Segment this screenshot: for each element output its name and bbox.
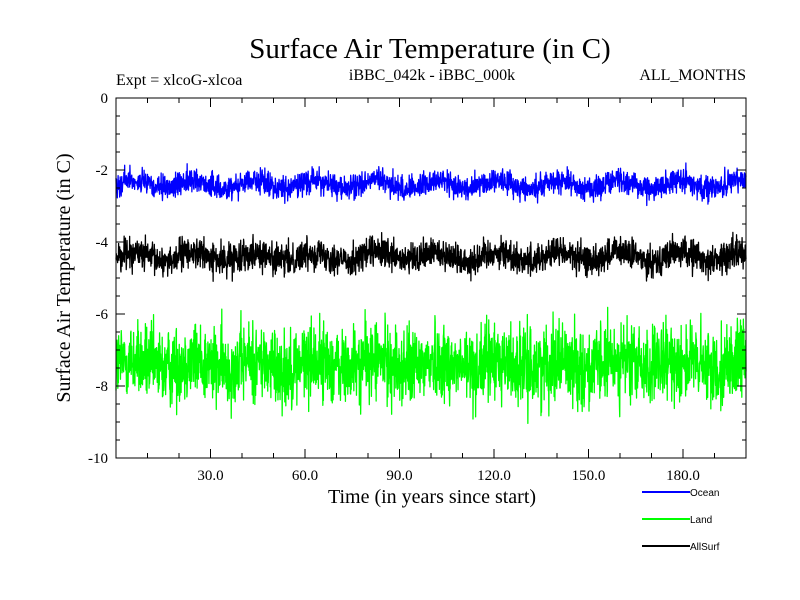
- y-axis-label: Surface Air Temperature (in C): [53, 153, 75, 402]
- axis-layer: 30.0 60.0 90.0 120.0 150.0 180.0 0 -2 -4 -6 -8 -10: [88, 91, 746, 484]
- series-line-land: [115, 306, 747, 425]
- legend-label-land: Land: [690, 515, 712, 526]
- legend-label-ocean: Ocean: [690, 488, 719, 499]
- y-tick-label: -2: [96, 163, 109, 179]
- comparison-label: iBBC_042k - iBBC_000k: [349, 67, 515, 84]
- x-tick-label: 60.0: [292, 468, 318, 484]
- y-tick-label: 0: [101, 91, 109, 107]
- y-tick-label: -6: [96, 307, 109, 323]
- legend: Ocean Land AllSurf: [642, 488, 720, 553]
- legend-label-allsurf: AllSurf: [690, 542, 720, 553]
- series-line-ocean: [115, 162, 747, 207]
- experiment-label: Expt = xlcoG-xlcoa: [116, 72, 242, 89]
- y-tick-label: -4: [96, 235, 109, 251]
- months-label: ALL_MONTHS: [639, 67, 746, 84]
- x-tick-label: 120.0: [477, 468, 511, 484]
- x-tick-label: 180.0: [666, 468, 700, 484]
- y-tick-label: -8: [96, 379, 109, 395]
- series-line-allsurf: [115, 231, 747, 282]
- x-axis-label: Time (in years since start): [328, 486, 536, 508]
- x-tick-label: 90.0: [386, 468, 412, 484]
- x-tick-label: 150.0: [572, 468, 606, 484]
- y-tick-label: -10: [88, 451, 108, 467]
- x-tick-label: 30.0: [197, 468, 223, 484]
- chart-title: Surface Air Temperature (in C): [249, 33, 610, 65]
- series-layer: [115, 162, 747, 425]
